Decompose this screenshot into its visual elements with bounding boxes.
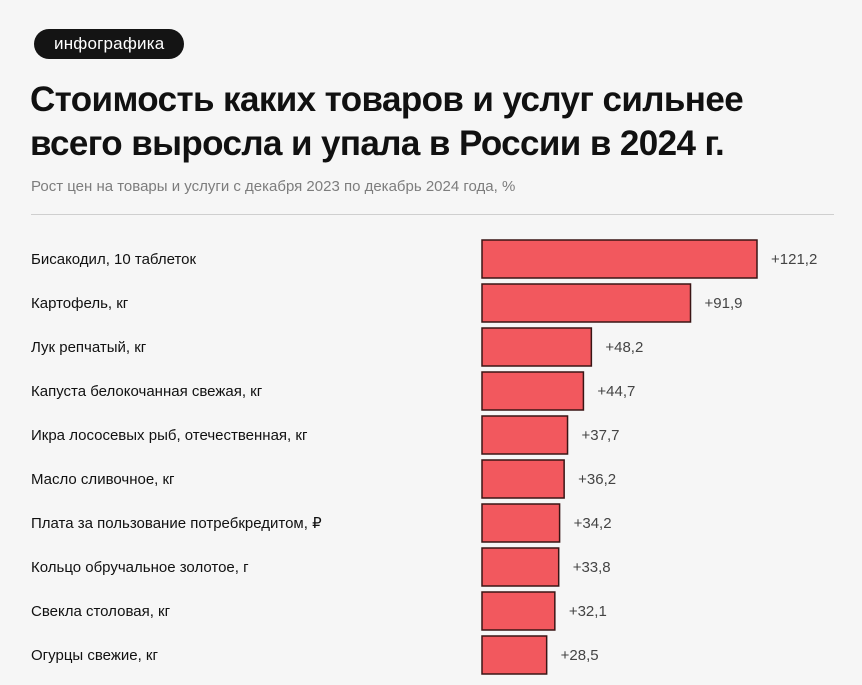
bar bbox=[481, 239, 758, 279]
value-label: +28,5 bbox=[561, 647, 599, 664]
value-label: +37,7 bbox=[582, 427, 620, 444]
bar bbox=[481, 283, 692, 323]
bar bbox=[481, 459, 565, 499]
category-label: Картофель, кг bbox=[31, 295, 129, 312]
bar bbox=[481, 415, 569, 455]
chart-title-line: всего выросла и упала в России в 2024 г. bbox=[30, 124, 725, 163]
category-label: Бисакодил, 10 таблеток bbox=[31, 251, 196, 268]
bar bbox=[481, 591, 556, 631]
category-label: Икра лососевых рыб, отечественная, кг bbox=[31, 427, 308, 444]
category-label: Капуста белокочанная свежая, кг bbox=[31, 383, 263, 400]
category-label: Масло сливочное, кг bbox=[31, 471, 175, 488]
category-label: Кольцо обручальное золотое, г bbox=[31, 559, 249, 576]
bar bbox=[481, 371, 585, 411]
category-label: Свекла столовая, кг bbox=[31, 603, 171, 620]
value-label: +91,9 bbox=[705, 295, 743, 312]
category-label: Плата за пользование потребкредитом, ₽ bbox=[31, 515, 322, 532]
value-label: +121,2 bbox=[771, 251, 817, 268]
bar bbox=[481, 327, 593, 367]
value-label: +33,8 bbox=[573, 559, 611, 576]
chart-subtitle: Рост цен на товары и услуги с декабря 20… bbox=[31, 178, 516, 195]
value-label: +32,1 bbox=[569, 603, 607, 620]
bar bbox=[481, 547, 560, 587]
value-label: +44,7 bbox=[597, 383, 635, 400]
chart-title: Стоимость каких товаров и услуг сильнее … bbox=[30, 78, 840, 166]
category-badge: инфографика bbox=[34, 29, 185, 59]
chart-title-line: Стоимость каких товаров и услуг сильнее bbox=[30, 80, 744, 119]
bar bbox=[481, 635, 548, 675]
bar bbox=[481, 503, 561, 543]
category-label: Огурцы свежие, кг bbox=[31, 647, 158, 664]
value-label: +48,2 bbox=[605, 339, 643, 356]
value-label: +34,2 bbox=[574, 515, 612, 532]
header-divider bbox=[31, 214, 834, 215]
value-label: +36,2 bbox=[578, 471, 616, 488]
category-label: Лук репчатый, кг bbox=[31, 339, 147, 356]
